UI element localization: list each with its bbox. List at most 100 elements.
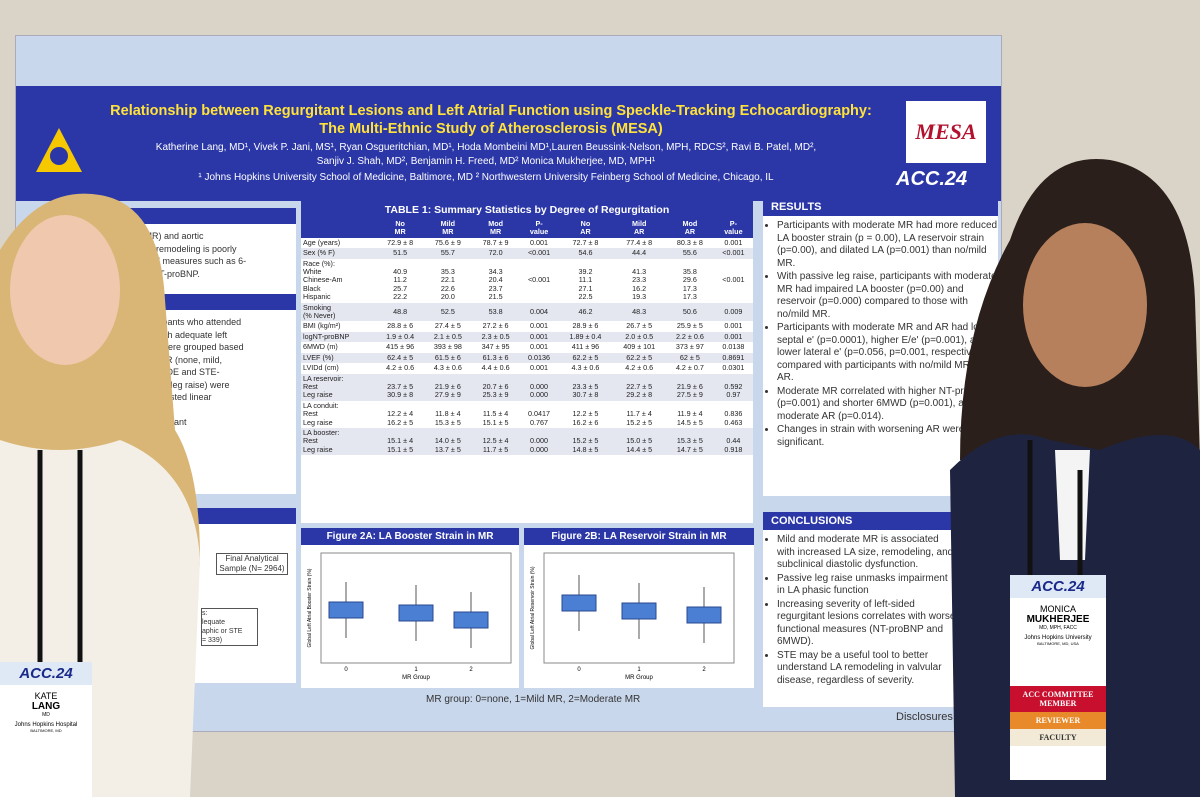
table-cell: 75.6 ± 9 [434,237,461,247]
person-right-face [1023,223,1147,387]
table-cell: 409 ± 101 [623,342,656,352]
text-line: = 339) [202,637,223,644]
table-cell: LA reservoir: Rest Leg raise [301,373,377,401]
table-cell: 0.0417 0.767 [528,409,551,427]
table-cell: 61.5 ± 6 [424,352,472,364]
table-cell: 12.5 ± 4 11.7 ± 5 [471,427,520,456]
boxplot: Global Left Atrial Reservoir Strain (%) M… [530,552,735,681]
badge-event: ACC.24 [0,662,92,685]
table-cell: 0.001 [713,331,753,343]
table-cell: 41.3 23.3 16.2 19.3 [632,267,647,302]
table-cell: 12.2 ± 5 16.2 ± 6 [572,409,599,427]
text-line: lequate [202,619,225,626]
table-cell: 0.004 [519,302,559,322]
table-cell: 62.2 ± 5 [558,352,613,364]
flow-box: Final Analytical Sample (N= 2964) [216,553,288,575]
table-cell: 35.8 29.6 17.3 17.3 [682,267,697,302]
table-header-row: No MR Mild MR Mod MR P- value No AR Mild AR Mo… [301,219,753,238]
table-cell: 21.9 ± 6 27.9 ± 9 [424,373,472,401]
table-cell: 61.3 ± 6 [471,352,520,364]
table-cell: <0.001 [713,248,753,259]
table-cell: BMI (kg/m²) [303,321,341,331]
x-axis-label: MR Group [402,675,430,681]
table-cell: 51.5 [376,248,424,259]
table-cell: 0.0136 [519,352,559,364]
badge-org: Johns Hopkins Hospital [14,722,78,728]
title-line: Relationship between Regurgitant Lesions… [110,103,872,119]
table-cell: 0.001 [530,237,549,247]
table-cell: 40.9 11.2 25.7 22.2 [393,267,408,302]
table-cell: 1.9 ± 0.4 [376,331,424,343]
figure-caption: MR group: 0=none, 1=Mild MR, 2=Moderate … [426,694,641,705]
table-cell: 27.4 ± 5 [434,321,461,331]
text-line: ect functional measures such as 6- [107,256,247,266]
badge-city: BALTIMORE, MD [30,728,62,733]
table-cell: 0.44 0.918 [713,427,753,456]
text-line: . Participants were grouped based [107,342,244,352]
table-cell: <0.001 [519,248,559,259]
header-cell: No MR [376,219,424,238]
plot-frame [543,552,735,664]
table-row: LVIDd (cm) 4.2 ± 0.6 4.3 ± 0.6 4.4 ± 0.6 0.0… [301,363,753,373]
table-cell: 62 ± 5 [666,352,714,364]
table-cell: 28.8 ± 6 [387,321,414,331]
y-axis-label: Global Left Atrial Reservoir Strain (%) [530,566,536,649]
x-tick-label: 2 [469,667,473,673]
table-cell: 72.0 [471,248,520,259]
header-cell: P- value [713,219,753,238]
table-cell: 46.2 [558,302,613,322]
table-cell: 373 ± 97 [675,342,704,352]
table-cell: 393 ± 98 [433,342,462,352]
table-row: Sex (% F) 51.5 55.7 72.0 <0.001 54.6 44.4 55.6 <… [301,248,753,259]
table-cell: 0.836 0.463 [724,409,743,427]
table-cell: 77.4 ± 8 [626,237,653,247]
table-row: LA booster: Rest Leg raise 15.1 ± 4 15.1… [301,427,753,456]
bullet: Moderate MR correlated with higher NT-pr… [777,386,998,424]
bullet: Mild and moderate MR is associated with … [777,534,958,572]
plot-frame [320,552,512,664]
table-row: Race (%): White Chinese-Am Black Hispani… [301,259,753,303]
figure-title: Figure 2A: LA Booster Strain in MR [301,528,519,545]
header-cell: No AR [558,219,613,238]
university-seal [36,128,82,172]
table-cell: <0.001 [527,275,551,285]
mesa-logo: MESA [906,101,986,163]
table-cell: 0.0301 [722,363,745,373]
table-cell: 34.3 20.4 23.7 21.5 [488,267,503,302]
table-cell: 39.2 11.1 27.1 22.5 [578,267,593,302]
name-badge: ACC.24 KATE LANG MD Johns Hopkins Hospital BA… [0,662,92,797]
figure-panel: Figure 2B: LA Reservoir Strain in MR Glob… [524,528,754,688]
table-cell: 55.7 [424,248,472,259]
flow-box: s: lequate aphic or STE = 339) [201,608,258,646]
table-cell: 4.2 ± 0.6 [386,363,415,373]
bullet: STE may be a useful tool to better under… [777,650,958,688]
bullet: With passive leg raise, participants wit… [777,271,998,321]
table-cell: 0.000 0.000 [519,427,559,456]
table-cell: 4.3 ± 0.6 [433,363,462,373]
table-cell: 347 ± 95 [481,342,510,352]
table-cell: 0.001 [519,331,559,343]
table-cell: 15.3 ± 5 14.7 ± 5 [666,427,714,456]
table-cell: 28.9 ± 6 [572,321,599,331]
table-cell: 55.6 [666,248,714,259]
bullet: Changes in strain with worsening AR were… [777,424,998,449]
badge-event: ACC.24 [1010,575,1106,598]
table-cell: 0.592 0.97 [713,373,753,401]
text-line: rgitation (MR) and aortic [107,231,204,241]
table-cell: 50.6 [666,302,714,322]
figure-panel: Figure 2A: LA Booster Strain in MR Global… [301,528,519,688]
disclosures: Disclosures [896,711,953,723]
table-cell: 0.001 [530,342,549,352]
table-cell: 80.3 ± 8 [676,237,703,247]
results-list: Participants with moderate MR had more r… [763,220,998,449]
table-cell: Smoking (% Never) [301,302,377,322]
bullet: Participants with moderate MR had more r… [777,220,998,270]
table-cell: 20.7 ± 6 25.3 ± 9 [471,373,520,401]
table-cell: 11.5 ± 4 15.1 ± 5 [482,409,509,427]
table-cell: 27.2 ± 6 [482,321,509,331]
table-cell: LVIDd (cm) [303,363,339,373]
text-line: ft atrial (LA) remodeling is poorly [107,243,237,254]
table-cell: 48.3 [612,302,667,322]
x-tick-label: 0 [344,667,348,673]
summary-table: No MR Mild MR Mod MR P- value No AR Mild AR Mo… [301,219,753,456]
